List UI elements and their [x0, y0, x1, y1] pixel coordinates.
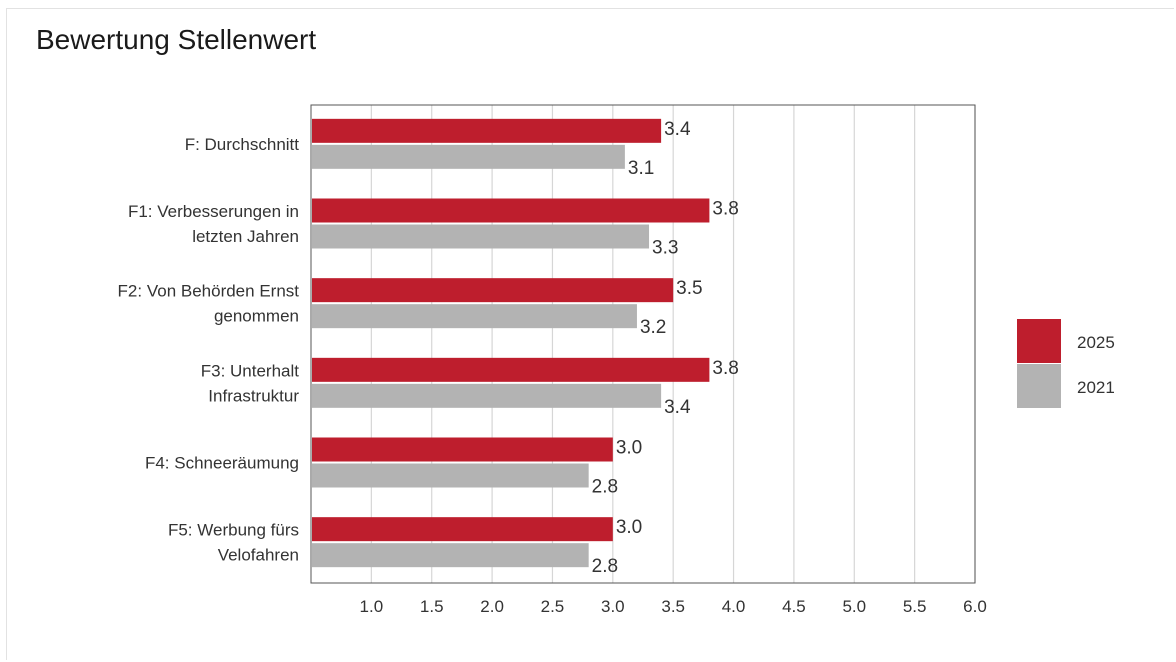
category-label: F1: Verbesserungen in	[128, 202, 299, 221]
x-tick-label: 5.0	[842, 597, 866, 616]
category-label: Velofahren	[218, 546, 299, 565]
bar-2025	[312, 118, 662, 143]
x-tick-label: 1.5	[420, 597, 444, 616]
bar-2025	[312, 517, 613, 542]
plot-border	[310, 104, 976, 584]
grid-lines	[370, 105, 976, 583]
data-label-2021: 2.8	[592, 556, 618, 577]
category-label: F5: Werbung fürs	[168, 521, 299, 540]
category-label: F4: Schneeräumung	[145, 454, 299, 473]
category-label: letzten Jahren	[192, 227, 299, 246]
data-label-2021: 3.4	[664, 397, 691, 418]
data-label-2025: 3.0	[616, 438, 642, 459]
x-tick-label: 5.5	[903, 597, 927, 616]
data-label-2021: 3.3	[652, 238, 678, 259]
data-label-2025: 3.4	[664, 119, 691, 140]
x-tick-labels: 1.0 1.5 2.0 2.5 3.0 3.5 4.0 4.5 5.0 5.5 6.0	[360, 597, 987, 616]
bars	[312, 118, 710, 568]
x-tick-label: 2.0	[480, 597, 504, 616]
legend-label-2021: 2021	[1077, 378, 1115, 397]
category-label: Infrastruktur	[208, 386, 299, 405]
data-label-2025: 3.8	[712, 199, 738, 220]
x-tick-label: 1.0	[360, 597, 384, 616]
chart-title: Bewertung Stellenwert	[36, 24, 317, 55]
data-label-2025: 3.8	[712, 358, 738, 379]
category-label: genommen	[214, 307, 299, 326]
x-tick-label: 3.0	[601, 597, 625, 616]
data-label-2021: 3.1	[628, 158, 654, 179]
category-label: F2: Von Behörden Ernst	[118, 282, 300, 301]
legend-swatch-2025	[1017, 319, 1061, 363]
bar-2021	[312, 224, 650, 249]
x-tick-label: 4.0	[722, 597, 746, 616]
legend: 2025 2021	[1017, 319, 1115, 408]
bar-2025	[312, 198, 710, 223]
bar-2025	[312, 437, 613, 462]
bar-2021	[312, 144, 625, 169]
bar-2025	[312, 278, 674, 303]
data-label-2025: 3.0	[616, 517, 642, 538]
x-tick-label: 6.0	[963, 597, 987, 616]
x-tick-label: 2.5	[541, 597, 565, 616]
bar-2021	[312, 304, 637, 329]
legend-label-2025: 2025	[1077, 333, 1115, 352]
chart-frame	[6, 8, 1174, 660]
bar-2021	[312, 463, 589, 488]
category-labels: F: Durchschnitt F1: Verbesserungen in letz…	[118, 135, 300, 565]
category-label: F: Durchschnitt	[185, 135, 300, 154]
x-tick-label: 3.5	[661, 597, 685, 616]
category-label: F3: Unterhalt	[201, 361, 300, 380]
bar-2021	[312, 543, 589, 568]
bar-2021	[312, 383, 662, 408]
data-label-2021: 3.2	[640, 317, 666, 338]
data-labels: 3.4 3.1 3.8 3.3 3.5 3.2 3.8 3.4 3.0 2.8 3.0 2.8	[592, 119, 739, 577]
data-label-2021: 2.8	[592, 477, 618, 498]
data-label-2025: 3.5	[676, 278, 702, 299]
bar-2025	[312, 357, 710, 382]
legend-swatch-2021	[1017, 364, 1061, 408]
x-tick-label: 4.5	[782, 597, 806, 616]
